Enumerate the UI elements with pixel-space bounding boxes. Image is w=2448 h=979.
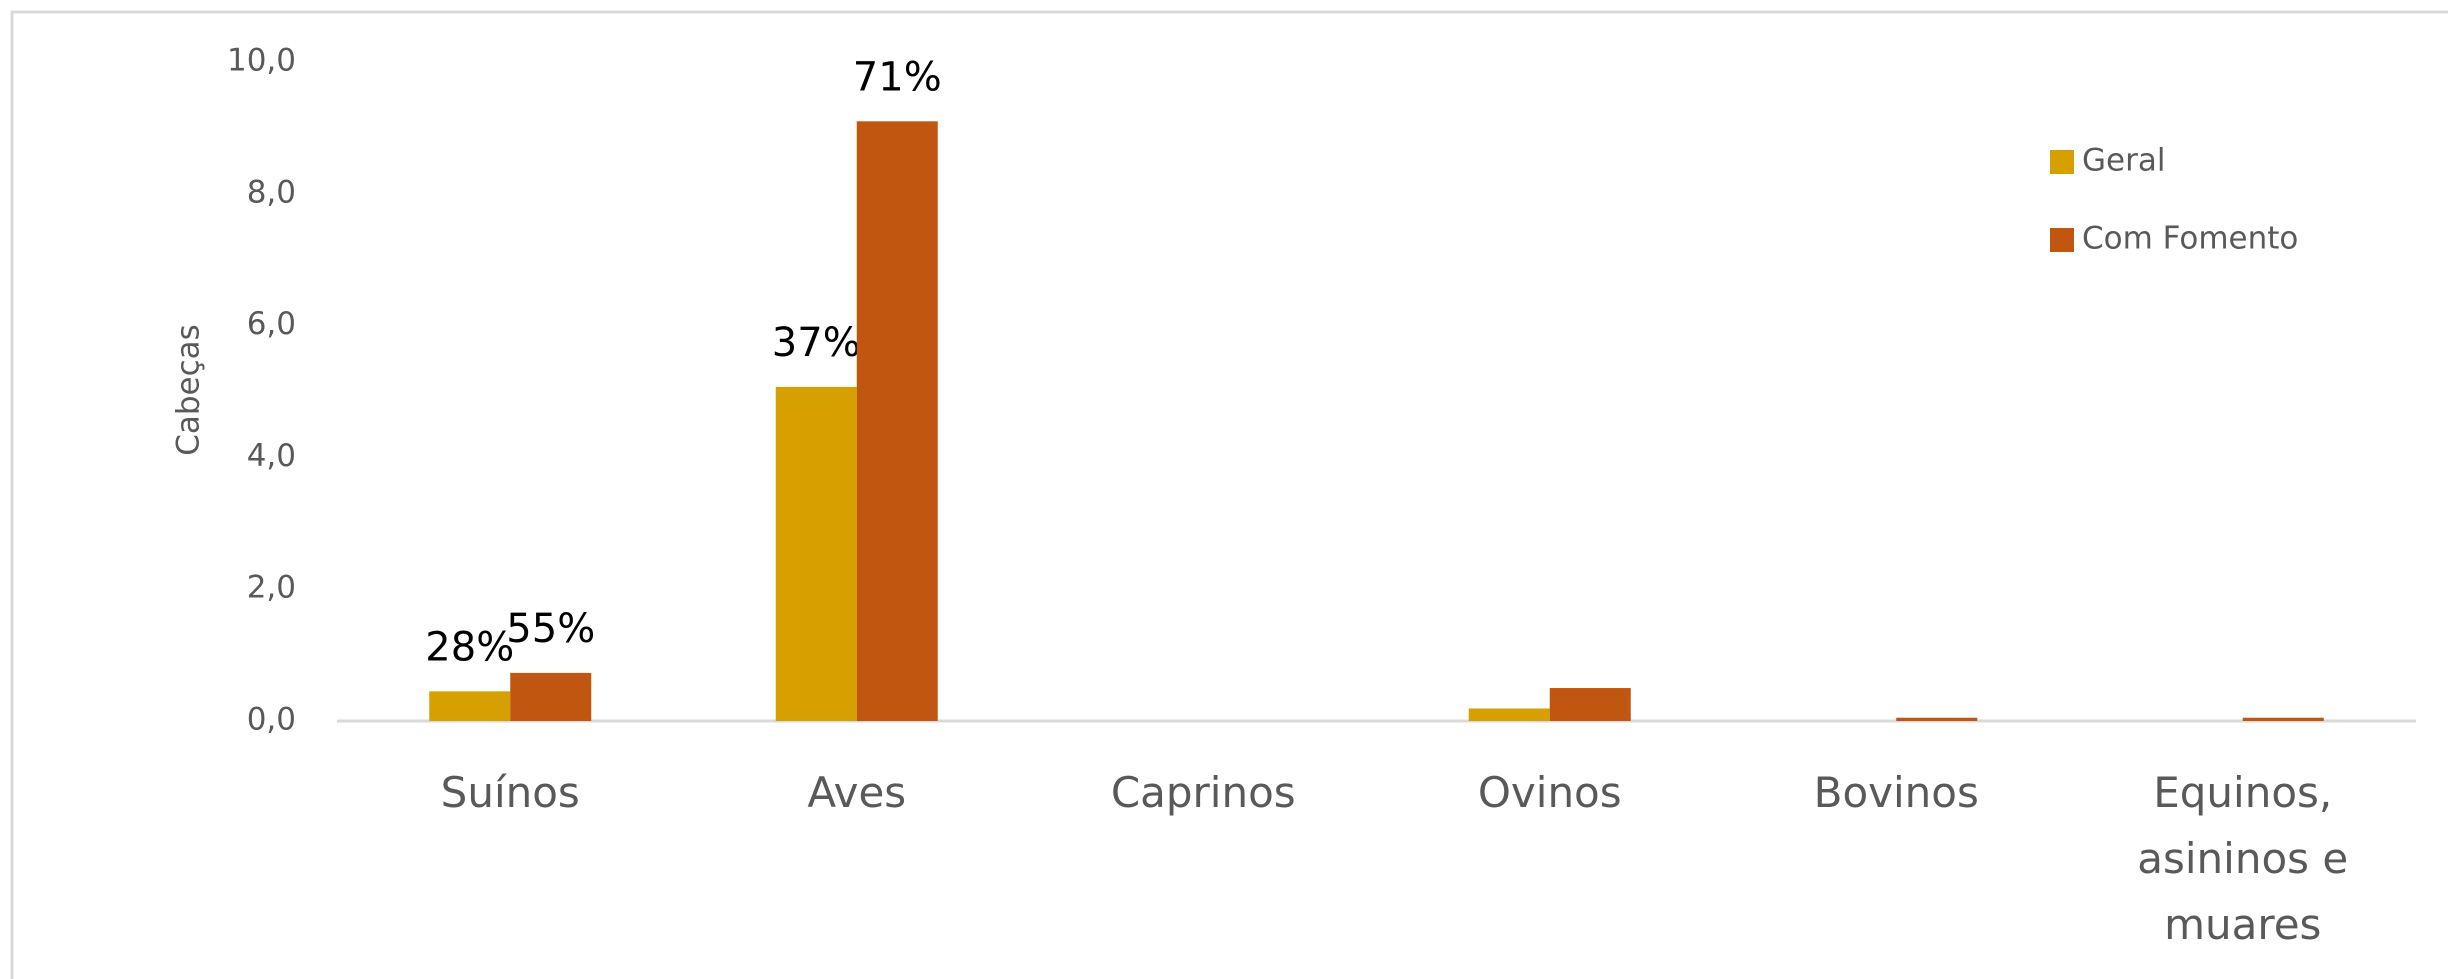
data-label: 28% bbox=[425, 624, 514, 670]
bar bbox=[2242, 717, 2324, 721]
y-axis-title: Cabeças bbox=[171, 324, 207, 456]
y-tick-label: 8,0 bbox=[247, 174, 296, 210]
x-tick-label: Bovinos bbox=[1813, 768, 1979, 817]
bar bbox=[1549, 688, 1631, 721]
y-tick-label: 6,0 bbox=[247, 306, 296, 342]
y-tick-label: 2,0 bbox=[247, 570, 296, 606]
bar bbox=[856, 121, 938, 721]
x-tick-label: Ovinos bbox=[1477, 768, 1622, 817]
legend-label: Com Fomento bbox=[2082, 221, 2298, 257]
x-tick-label: Caprinos bbox=[1110, 768, 1296, 817]
bar bbox=[775, 386, 857, 721]
data-label: 37% bbox=[772, 320, 861, 366]
x-tick-label: Aves bbox=[807, 768, 907, 817]
data-label: 55% bbox=[506, 606, 595, 652]
x-tick-label: Equinos, asininos e muares bbox=[2137, 768, 2349, 949]
bar bbox=[429, 691, 511, 721]
legend-label: Geral bbox=[2082, 143, 2165, 179]
x-tick-label: Suínos bbox=[440, 768, 580, 817]
legend-swatch bbox=[2050, 228, 2074, 252]
y-tick-label: 10,0 bbox=[227, 43, 296, 79]
y-tick-label: 4,0 bbox=[247, 438, 296, 474]
bar bbox=[1896, 717, 1978, 721]
y-tick-label: 0,0 bbox=[247, 702, 296, 738]
bar bbox=[510, 672, 592, 721]
frame bbox=[10, 10, 2448, 979]
legend-swatch bbox=[2050, 150, 2074, 174]
data-label: 71% bbox=[853, 54, 942, 100]
bar bbox=[1468, 708, 1550, 721]
